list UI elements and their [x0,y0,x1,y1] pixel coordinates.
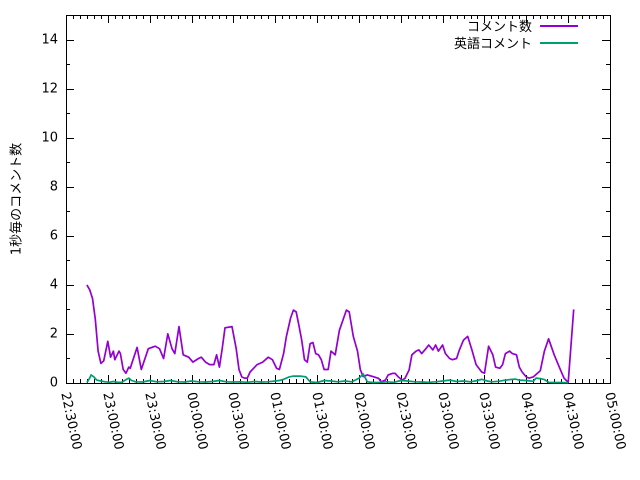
english-comment-series-line [86,373,569,384]
y-tick-label: 2 [49,326,58,342]
y-tick-label: 0 [49,375,58,391]
legend-label: コメント数 [466,20,532,35]
y-tick-label: 10 [41,130,58,146]
y-tick-label: 4 [49,277,58,293]
y-tick-label: 6 [49,228,58,244]
legend-line-sample [540,24,578,27]
legend: コメント数英語コメント [453,17,578,52]
y-tick-label: 12 [41,81,58,97]
legend-entry: コメント数 [454,17,578,35]
plot-border [66,15,611,384]
legend-line-sample [540,41,578,44]
comment-count-series-line [86,284,575,384]
y-tick-label: 8 [49,179,58,195]
legend-entry: 英語コメント [453,34,578,52]
legend-label: 英語コメント [453,37,532,52]
y-tick-label: 14 [41,32,58,48]
